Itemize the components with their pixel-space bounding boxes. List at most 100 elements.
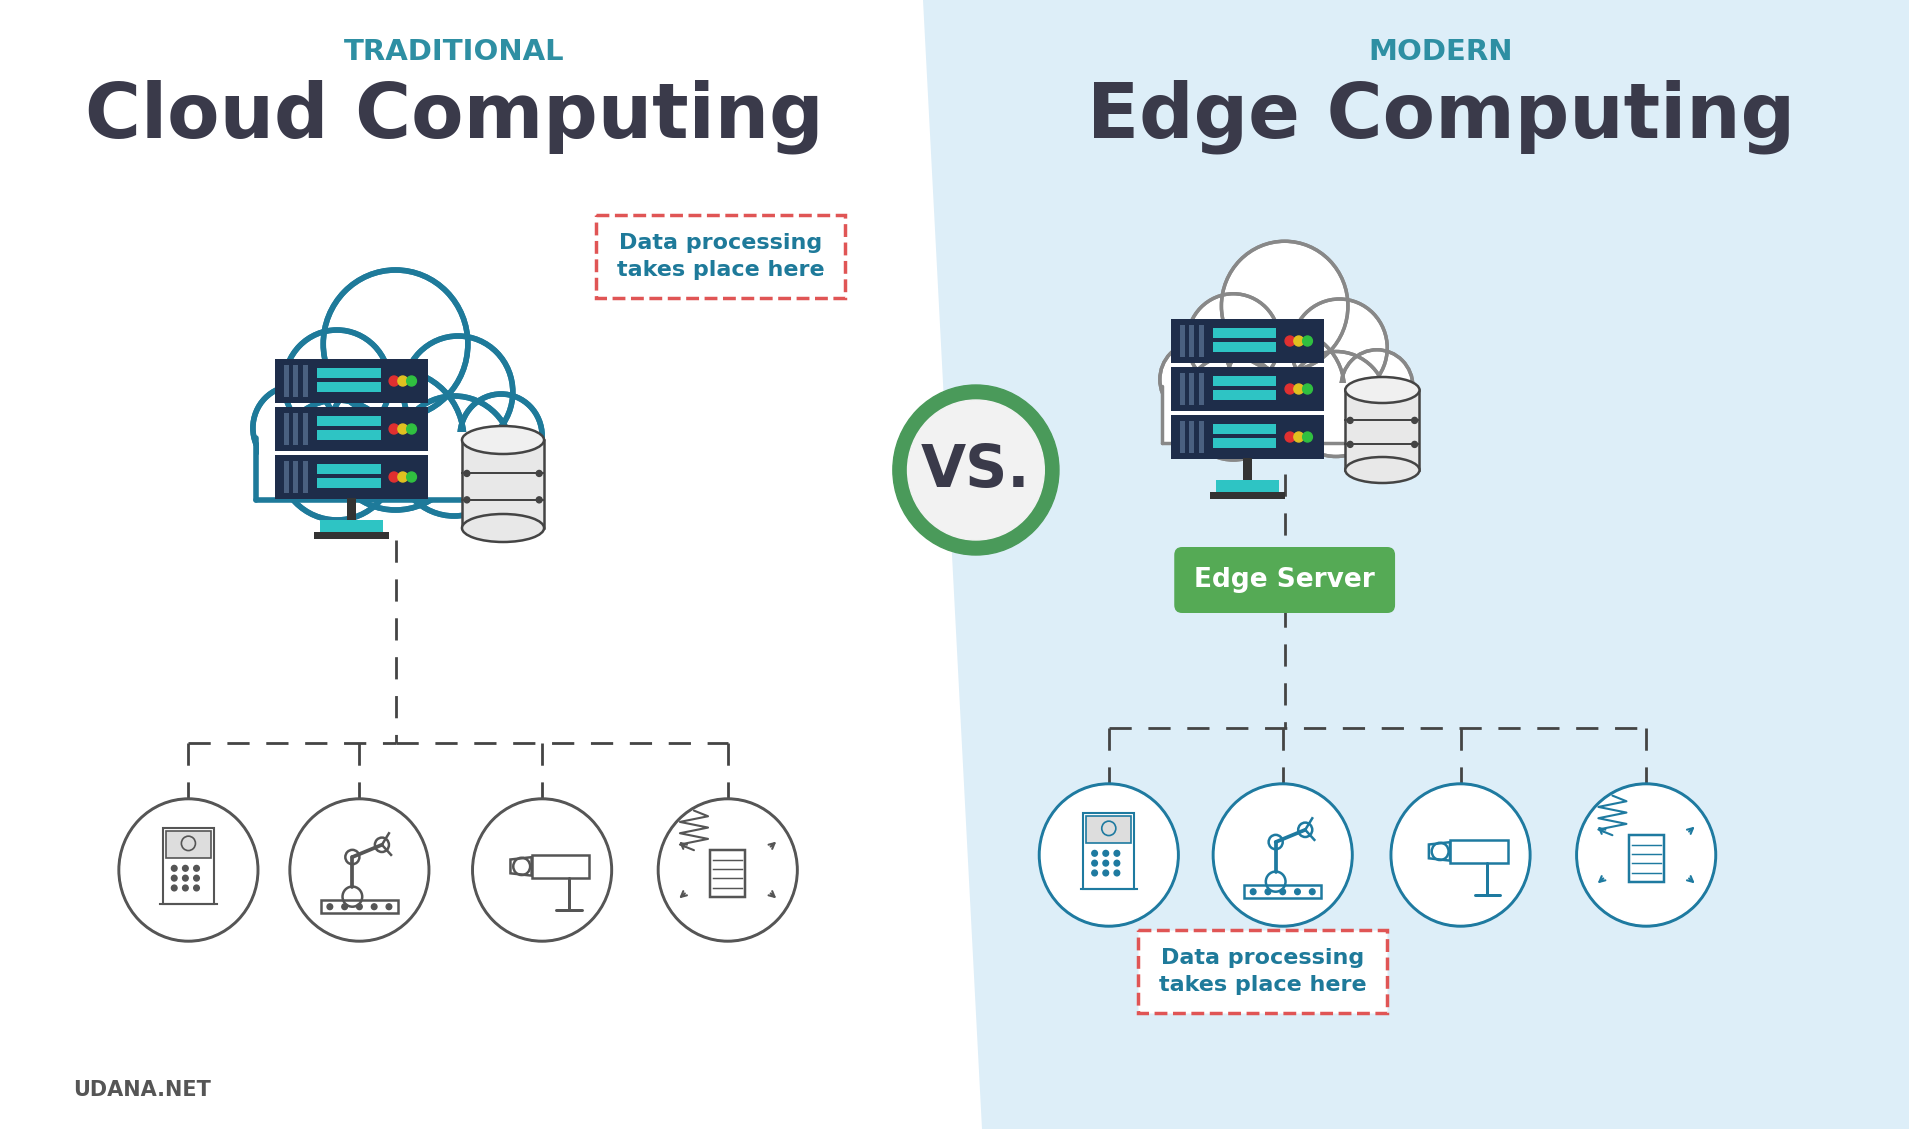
Circle shape (286, 332, 388, 437)
Circle shape (1161, 343, 1231, 415)
Circle shape (325, 272, 466, 417)
Circle shape (328, 371, 462, 508)
FancyBboxPatch shape (1210, 492, 1285, 499)
Circle shape (1092, 870, 1098, 876)
Circle shape (1292, 299, 1388, 397)
Circle shape (407, 425, 416, 434)
Circle shape (1342, 351, 1413, 422)
Circle shape (1285, 432, 1294, 441)
Circle shape (118, 798, 260, 942)
FancyBboxPatch shape (710, 850, 745, 898)
Circle shape (1115, 860, 1121, 866)
FancyBboxPatch shape (1170, 367, 1325, 411)
FancyBboxPatch shape (1212, 425, 1277, 434)
Circle shape (1310, 889, 1315, 894)
FancyBboxPatch shape (1199, 373, 1205, 405)
FancyBboxPatch shape (315, 532, 389, 539)
FancyBboxPatch shape (317, 478, 380, 488)
FancyBboxPatch shape (1451, 840, 1508, 863)
FancyBboxPatch shape (321, 520, 384, 532)
Circle shape (407, 472, 416, 482)
FancyBboxPatch shape (1180, 421, 1184, 453)
Circle shape (1092, 850, 1098, 856)
Circle shape (1115, 870, 1121, 876)
Ellipse shape (1346, 377, 1420, 403)
Circle shape (1182, 355, 1285, 460)
Circle shape (1103, 870, 1109, 876)
Circle shape (397, 397, 512, 515)
FancyBboxPatch shape (1189, 373, 1195, 405)
Circle shape (183, 866, 189, 872)
Circle shape (1348, 441, 1353, 447)
FancyBboxPatch shape (304, 413, 307, 445)
Circle shape (1038, 784, 1180, 927)
FancyBboxPatch shape (596, 215, 846, 298)
Circle shape (1294, 432, 1304, 441)
FancyBboxPatch shape (1212, 329, 1277, 338)
Polygon shape (924, 0, 1909, 1129)
Circle shape (1222, 243, 1348, 370)
Circle shape (254, 387, 334, 469)
FancyBboxPatch shape (531, 855, 590, 878)
Circle shape (1292, 300, 1386, 396)
FancyBboxPatch shape (1086, 816, 1132, 843)
Circle shape (323, 270, 468, 418)
FancyBboxPatch shape (294, 413, 298, 445)
FancyBboxPatch shape (1189, 325, 1195, 357)
Ellipse shape (462, 426, 544, 454)
Circle shape (252, 386, 334, 470)
Circle shape (1294, 889, 1300, 894)
Circle shape (395, 396, 514, 516)
Circle shape (1226, 329, 1344, 452)
Circle shape (1342, 350, 1413, 423)
Circle shape (464, 471, 470, 476)
FancyBboxPatch shape (317, 382, 380, 392)
Circle shape (183, 875, 189, 881)
Circle shape (1042, 786, 1176, 924)
FancyBboxPatch shape (1212, 438, 1277, 448)
FancyBboxPatch shape (275, 359, 428, 403)
Circle shape (405, 338, 512, 446)
FancyBboxPatch shape (1346, 390, 1420, 470)
Circle shape (1266, 889, 1271, 894)
Circle shape (893, 385, 1059, 555)
FancyBboxPatch shape (1161, 382, 1407, 443)
FancyBboxPatch shape (1084, 813, 1134, 889)
Circle shape (1390, 784, 1531, 927)
Circle shape (1226, 330, 1344, 450)
FancyBboxPatch shape (1212, 390, 1277, 400)
FancyBboxPatch shape (1161, 382, 1407, 443)
FancyBboxPatch shape (44, 0, 1909, 1129)
Circle shape (403, 336, 514, 448)
FancyBboxPatch shape (462, 440, 544, 528)
Circle shape (1212, 784, 1353, 927)
FancyBboxPatch shape (317, 430, 380, 440)
Circle shape (1103, 860, 1109, 866)
Circle shape (1250, 889, 1256, 894)
Circle shape (536, 471, 542, 476)
Circle shape (326, 904, 332, 910)
Circle shape (292, 800, 428, 939)
FancyBboxPatch shape (347, 498, 357, 520)
FancyBboxPatch shape (1180, 325, 1184, 357)
Circle shape (1184, 356, 1283, 460)
Circle shape (1187, 295, 1279, 387)
Text: VS.: VS. (922, 441, 1031, 499)
Polygon shape (510, 857, 531, 876)
FancyBboxPatch shape (294, 461, 298, 493)
Circle shape (462, 395, 540, 476)
Circle shape (193, 866, 199, 872)
Circle shape (475, 800, 609, 939)
Circle shape (407, 376, 416, 386)
Circle shape (907, 400, 1044, 540)
FancyBboxPatch shape (304, 461, 307, 493)
Circle shape (372, 904, 376, 910)
Circle shape (464, 497, 470, 502)
FancyBboxPatch shape (1212, 342, 1277, 352)
Circle shape (120, 800, 256, 939)
FancyBboxPatch shape (284, 461, 288, 493)
Circle shape (1216, 786, 1350, 924)
Circle shape (1348, 418, 1353, 423)
FancyBboxPatch shape (1174, 546, 1395, 613)
Ellipse shape (1346, 457, 1420, 483)
